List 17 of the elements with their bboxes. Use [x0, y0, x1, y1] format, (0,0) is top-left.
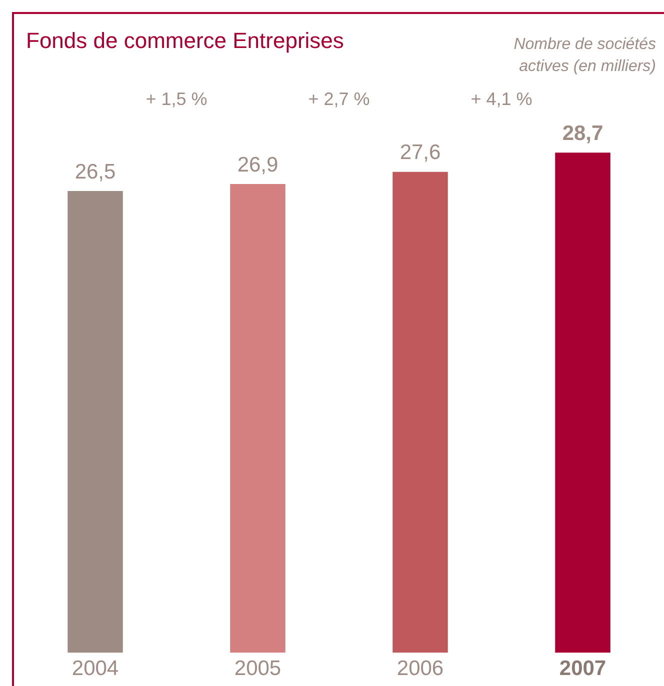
text: + 4,1 % [470, 88, 532, 109]
x-tick-label: 2006 [396, 657, 444, 680]
data-label: 28,7 [562, 122, 604, 145]
data-label: 26,9 [237, 153, 278, 176]
data-label: 26,5 [74, 160, 116, 184]
chart-title: Fonds de commerce Entreprises [26, 28, 344, 54]
x-tick-label: 2004 [72, 657, 119, 680]
text: + 1,5 % [146, 88, 208, 109]
data-label: 27,6 [400, 141, 441, 164]
bar [230, 184, 286, 653]
x-tick-label: 2005 [234, 657, 282, 680]
x-tick-label: 2007 [559, 657, 606, 680]
chart-subtitle: Nombre de sociétés actives (en milliers) [512, 35, 656, 77]
bar [68, 190, 123, 653]
bar [392, 172, 448, 653]
text: + 2,7 % [308, 88, 370, 109]
bar [555, 152, 610, 653]
